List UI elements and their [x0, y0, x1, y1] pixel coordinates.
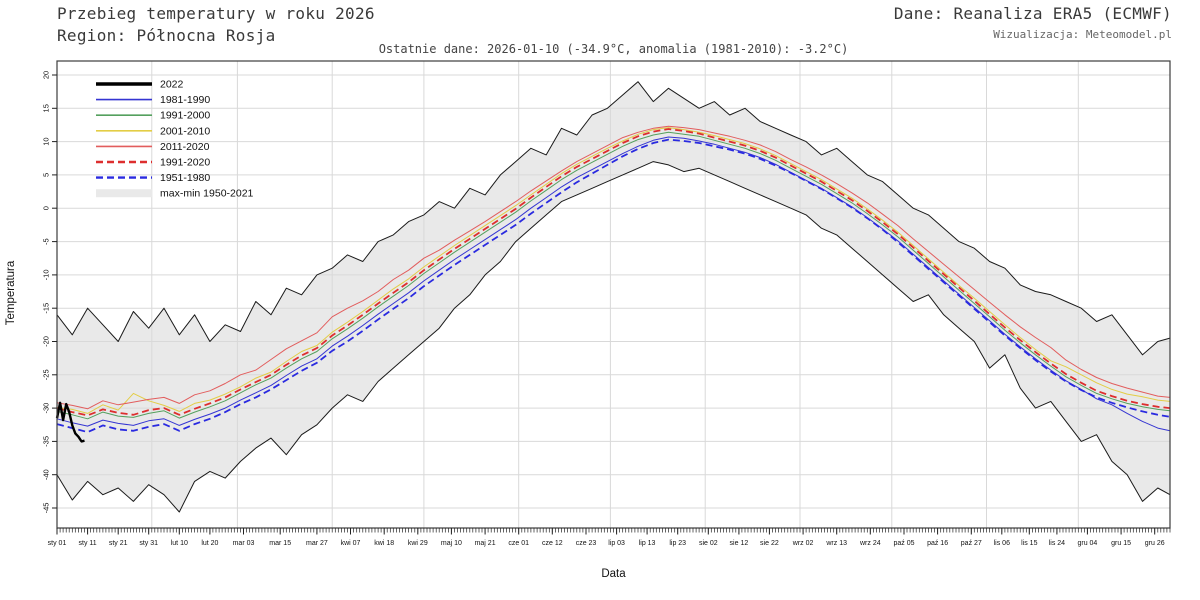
legend-item: 2022 — [96, 79, 184, 91]
series-norm-1991-2020 — [56, 128, 1171, 417]
band-max-edge — [56, 81, 1171, 356]
y-tick-label: -45 — [42, 503, 51, 514]
legend-label: 1991-2020 — [160, 157, 210, 169]
legend-item: 2001-2010 — [96, 125, 210, 137]
x-tick-label: wrz 24 — [859, 540, 881, 547]
data-source: Dane: Reanaliza ERA5 (ECMWF) — [893, 4, 1172, 23]
series-dec-2001-2010 — [56, 127, 1171, 414]
x-tick-label: wrz 13 — [825, 540, 847, 547]
x-tick-label: paź 16 — [927, 540, 948, 547]
region-subtitle: Region: Północna Rosja — [57, 26, 276, 45]
legend-item: max-min 1950-2021 — [96, 188, 254, 200]
x-tick-label: wrz 02 — [792, 540, 814, 547]
legend-item: 1991-2020 — [96, 157, 210, 169]
series-dec-1981-1990 — [56, 136, 1171, 432]
band-max-min — [57, 81, 1170, 512]
y-tick-label: -10 — [42, 269, 51, 280]
latest-data-annotation: Ostatnie dane: 2026-01-10 (-34.9°C, anom… — [378, 42, 849, 56]
x-tick-label: lut 10 — [171, 540, 188, 547]
visualization-credit: Wizualizacja: Meteomodel.pl — [993, 28, 1172, 41]
x-tick-label: paź 27 — [961, 540, 982, 547]
y-tick-label: -5 — [42, 238, 51, 245]
y-tick-label: 10 — [42, 137, 51, 145]
x-tick-label: gru 15 — [1111, 540, 1131, 547]
legend-label: 2001-2010 — [160, 125, 210, 137]
x-tick-label: sty 31 — [139, 540, 158, 547]
x-tick-label: paź 05 — [893, 540, 914, 547]
y-tick-label: 0 — [42, 206, 51, 210]
y-tick-label: -35 — [42, 436, 51, 447]
legend-label: 1991-2000 — [160, 110, 210, 122]
y-tick-label: 20 — [42, 71, 51, 79]
legend-label: 2022 — [160, 79, 184, 91]
y-axis-label: Temperatura — [5, 260, 17, 326]
y-tick-label: 15 — [42, 104, 51, 112]
x-tick-label: kwi 07 — [341, 540, 361, 547]
legend-band-swatch — [96, 189, 152, 198]
legend-label: max-min 1950-2021 — [160, 188, 254, 200]
y-tick-label: -20 — [42, 336, 51, 347]
y-tick-label: -15 — [42, 303, 51, 314]
x-tick-label: sty 11 — [79, 540, 97, 547]
x-tick-label: lis 24 — [1049, 540, 1065, 547]
series-dec-2011-2020 — [56, 125, 1171, 410]
x-tick-label: lip 13 — [639, 540, 656, 547]
series-dec-1991-2000 — [56, 131, 1171, 420]
x-tick-label: cze 23 — [576, 540, 597, 547]
series-year-2022 — [55, 401, 85, 443]
x-tick-label: gru 26 — [1145, 540, 1165, 547]
x-tick-label: lis 06 — [994, 540, 1010, 547]
x-tick-label: maj 10 — [441, 540, 462, 547]
y-tick-label: -25 — [42, 369, 51, 380]
legend-item: 1981-1990 — [96, 94, 210, 106]
x-tick-label: sty 01 — [48, 540, 67, 547]
legend-item: 1951-1980 — [96, 172, 210, 184]
band-min-edge — [56, 161, 1171, 513]
x-tick-label: gru 04 — [1077, 540, 1097, 547]
x-axis-label: Data — [601, 568, 626, 580]
y-tick-label: -40 — [42, 469, 51, 480]
x-tick-label: sie 22 — [760, 540, 779, 547]
y-tick-label: 5 — [42, 173, 51, 177]
x-tick-label: kwi 29 — [408, 540, 428, 547]
x-tick-label: lut 20 — [201, 540, 218, 547]
legend-label: 1951-1980 — [160, 172, 210, 184]
x-tick-label: mar 27 — [306, 540, 328, 547]
page-title: Przebieg temperatury w roku 2026 — [57, 4, 375, 23]
x-tick-label: cze 12 — [542, 540, 563, 547]
x-tick-label: mar 03 — [233, 540, 255, 547]
x-tick-label: maj 21 — [475, 540, 496, 547]
legend-item: 1991-2000 — [96, 110, 210, 122]
legend-label: 2011-2020 — [160, 141, 210, 153]
x-tick-label: sie 02 — [699, 540, 718, 547]
y-tick-label: -30 — [42, 403, 51, 414]
x-tick-label: lip 03 — [608, 540, 625, 547]
series-norm-1951-1980 — [56, 138, 1171, 434]
x-tick-label: sie 12 — [730, 540, 749, 547]
x-tick-label: lip 23 — [669, 540, 686, 547]
x-tick-label: kwi 18 — [374, 540, 394, 547]
x-tick-label: cze 01 — [508, 540, 529, 547]
x-tick-label: lis 15 — [1021, 540, 1037, 547]
legend-item: 2011-2020 — [96, 141, 210, 153]
x-tick-label: sty 21 — [109, 540, 128, 547]
legend-label: 1981-1990 — [160, 94, 210, 106]
x-tick-label: mar 15 — [269, 540, 291, 547]
